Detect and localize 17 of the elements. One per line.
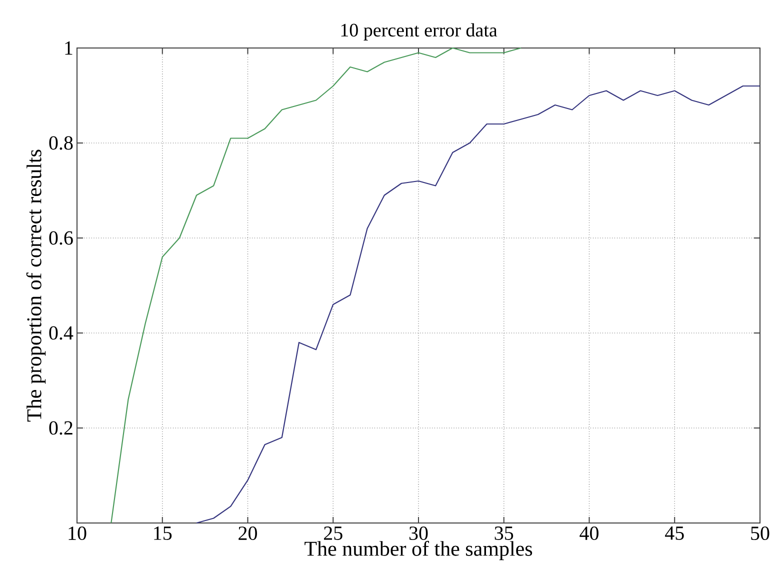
y-tick-label: 0.6 — [49, 231, 73, 245]
x-tick-label: 30 — [409, 526, 428, 540]
x-tick-label: 20 — [238, 526, 257, 540]
x-tick-label: 10 — [68, 526, 86, 540]
chart-title: 10 percent error data — [341, 23, 498, 40]
y-tick-label: 0.2 — [49, 421, 72, 435]
x-axis-title: The number of the samples — [304, 540, 532, 560]
x-tick-label: 40 — [580, 526, 598, 540]
x-tick-label: 25 — [324, 526, 342, 540]
x-tick-label: 35 — [494, 526, 514, 540]
y-tick-label: 0.8 — [49, 136, 73, 150]
y-tick-label: 1 — [65, 41, 72, 55]
y-axis-title: The proportion of correct results — [26, 150, 46, 422]
x-tick-label: 45 — [665, 526, 684, 540]
x-tick-label: 15 — [154, 526, 172, 540]
y-tick-label: 0.4 — [49, 326, 74, 340]
x-tick-label: 50 — [751, 526, 770, 540]
